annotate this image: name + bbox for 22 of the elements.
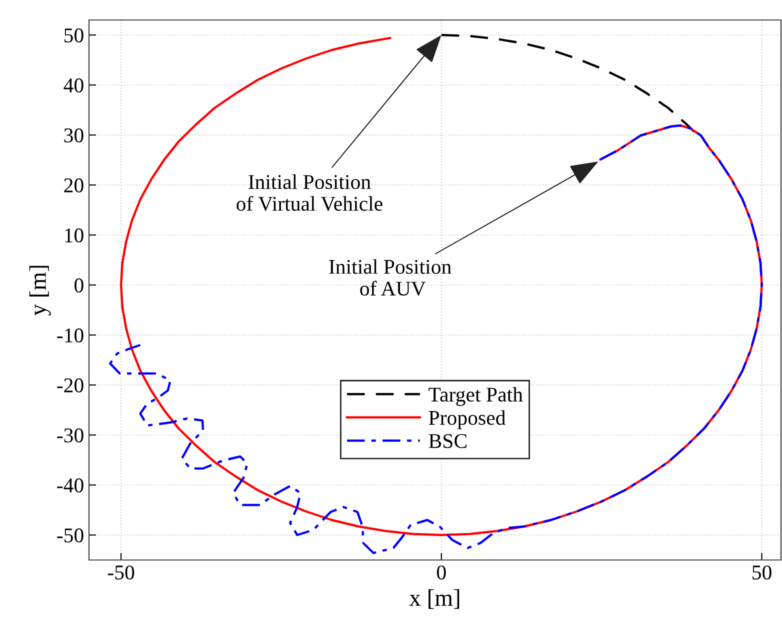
y-tick-label: 40 [64, 78, 84, 92]
x-axis-title: x [m] [409, 589, 460, 609]
y-tick-label: 20 [64, 178, 84, 192]
y-tick-label: -10 [57, 328, 84, 342]
x-tick-label: 50 [752, 565, 772, 580]
y-tick-label: -40 [57, 478, 84, 492]
x-tick-label: -50 [108, 565, 134, 580]
legend-label: Proposed [428, 410, 506, 430]
legend-label: Target Path [428, 387, 523, 406]
y-tick-label: 30 [64, 128, 84, 142]
y-tick-label: 50 [64, 28, 84, 42]
annotation: Initial Position of Virtual Vehicle [236, 174, 382, 211]
y-tick-label: 0 [74, 278, 84, 292]
y-tick-label: -30 [57, 428, 84, 442]
annotation: Initial Position of AUV [329, 259, 452, 296]
y-tick-label: -50 [57, 528, 84, 542]
y-tick-label: 10 [65, 228, 84, 242]
y-tick-label: -20 [57, 378, 84, 392]
x-tick-label: 0 [436, 565, 446, 580]
legend-label: BSC [428, 434, 466, 448]
y-axis-title: y [m] [29, 266, 51, 316]
line-series [109, 124, 763, 554]
